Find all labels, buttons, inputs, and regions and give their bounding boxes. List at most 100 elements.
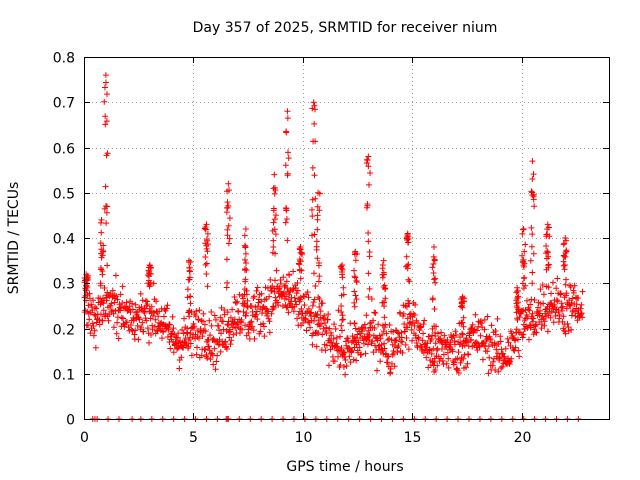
data-point [282, 162, 289, 169]
data-point [86, 316, 93, 323]
data-point [390, 350, 397, 357]
data-point [340, 363, 347, 370]
y-tick-label: 0.2 [53, 323, 75, 339]
data-point [193, 351, 200, 358]
data-point [223, 343, 230, 350]
data-point [432, 275, 439, 282]
data-point [90, 332, 97, 339]
data-point [284, 108, 291, 115]
data-point [97, 282, 104, 289]
data-point [366, 285, 373, 292]
data-point [310, 299, 317, 306]
data-point [309, 302, 316, 309]
data-point [326, 325, 333, 332]
data-point [310, 270, 317, 277]
data-point [98, 229, 105, 236]
data-point [195, 316, 202, 323]
data-point [170, 325, 177, 332]
data-point [101, 98, 108, 105]
data-point [458, 303, 465, 310]
data-point [528, 243, 535, 250]
data-point [277, 280, 284, 287]
data-point [487, 336, 494, 343]
data-point [203, 351, 210, 358]
data-point [296, 266, 303, 273]
data-point [562, 330, 569, 337]
data-point [284, 237, 291, 244]
data-point [284, 115, 291, 122]
data-point [339, 268, 346, 275]
data-point [283, 128, 290, 135]
data-point [193, 308, 200, 315]
data-point [522, 241, 529, 248]
data-point [310, 317, 317, 324]
data-point [377, 335, 384, 342]
data-point [340, 316, 347, 323]
data-point [340, 349, 347, 356]
data-point [447, 339, 454, 346]
y-tick-label: 0.1 [53, 368, 75, 384]
data-point [279, 303, 286, 310]
data-point [371, 309, 378, 316]
data-point [519, 230, 526, 237]
data-point [545, 284, 552, 291]
data-point [253, 287, 260, 294]
data-point [110, 324, 117, 331]
x-axis-title: GPS time / hours [286, 459, 403, 475]
data-point [315, 189, 322, 196]
data-point [160, 313, 167, 320]
data-point [223, 346, 230, 353]
data-point [285, 149, 292, 156]
data-point [202, 346, 209, 353]
data-point [406, 278, 413, 285]
data-point [433, 347, 440, 354]
data-point [554, 275, 561, 282]
data-point [291, 294, 298, 301]
data-point [212, 366, 219, 373]
data-point [322, 347, 329, 354]
data-point [547, 314, 554, 321]
data-point [82, 287, 89, 294]
data-point [528, 188, 535, 195]
data-point [544, 249, 551, 256]
data-point [379, 331, 386, 338]
data-point [312, 282, 319, 289]
data-point [123, 319, 130, 326]
data-point [114, 319, 121, 326]
data-point [185, 309, 192, 316]
data-point [335, 353, 342, 360]
data-point [432, 366, 439, 373]
data-point [309, 232, 316, 239]
data-point [312, 195, 319, 202]
data-point [99, 248, 106, 255]
data-point [319, 331, 326, 338]
data-point [342, 371, 349, 378]
data-point [468, 336, 475, 343]
data-point [434, 362, 441, 369]
data-point [104, 262, 111, 269]
data-point [365, 181, 372, 188]
data-point [98, 216, 105, 223]
data-point [315, 294, 322, 301]
data-point [283, 293, 290, 300]
data-point [403, 303, 410, 310]
data-point [137, 290, 144, 297]
data-point [415, 335, 422, 342]
data-point [176, 365, 183, 372]
data-point [308, 206, 315, 213]
data-point [97, 219, 104, 226]
data-point [311, 102, 318, 109]
data-point [338, 322, 345, 329]
data-point [131, 336, 138, 343]
data-point [198, 317, 205, 324]
data-point [283, 304, 290, 311]
data-point [317, 308, 324, 315]
data-point [455, 349, 462, 356]
data-point [160, 328, 167, 335]
data-point [438, 345, 445, 352]
data-point [494, 315, 501, 322]
data-point [286, 272, 293, 279]
data-point [472, 311, 479, 318]
data-point [314, 311, 321, 318]
data-point [548, 290, 555, 297]
